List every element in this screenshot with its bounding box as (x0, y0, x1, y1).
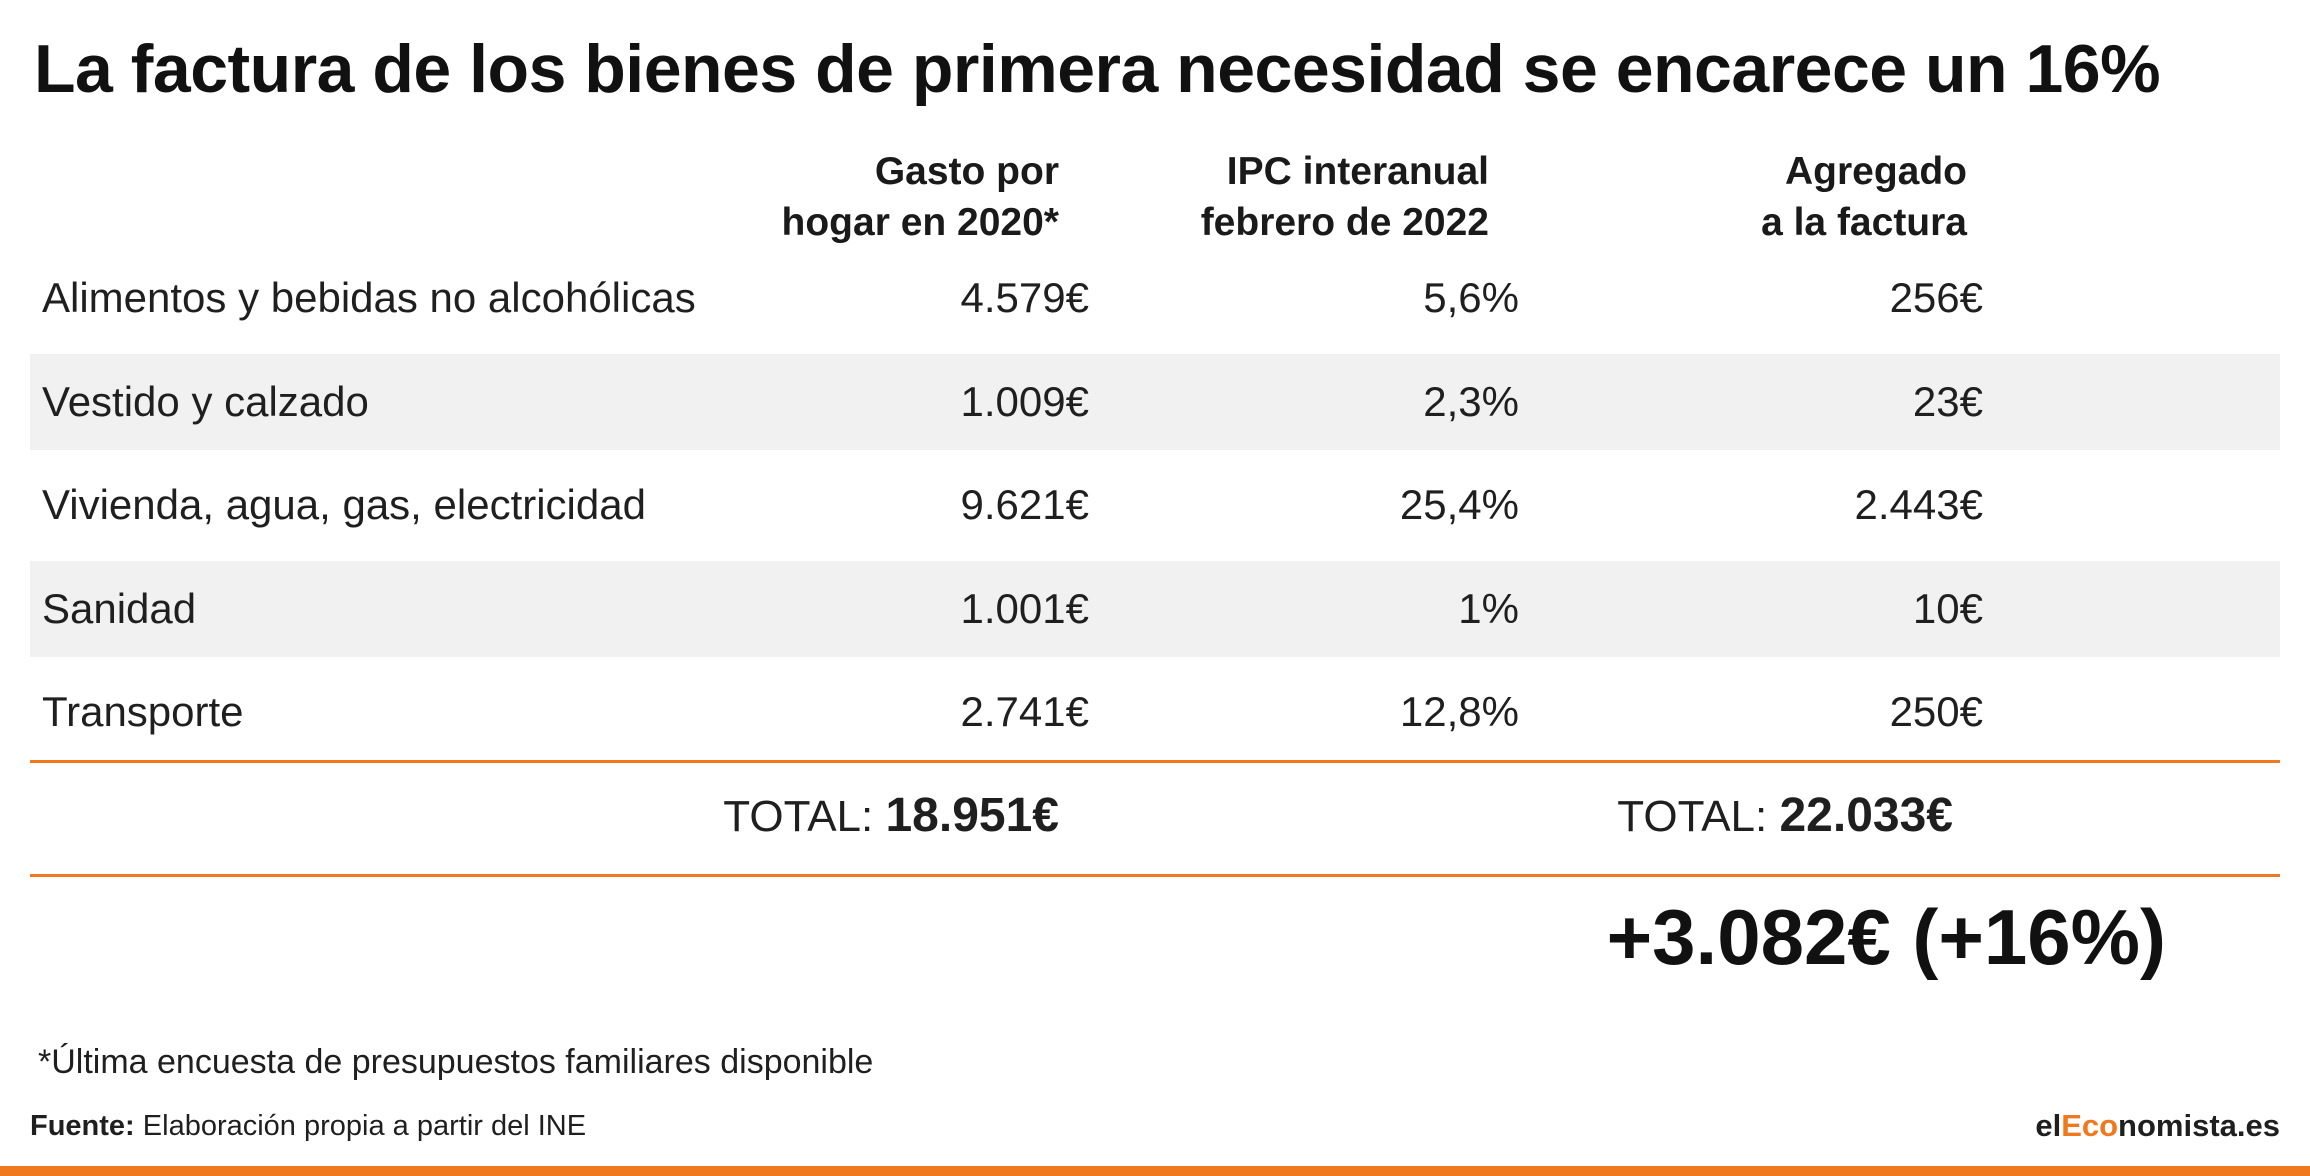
row-label: Transporte (42, 688, 244, 735)
table-row: Sanidad 1.001€ 1% 10€ (30, 561, 2280, 657)
row-agregado: 23€ (1912, 378, 1983, 425)
row-agregado: 10€ (1912, 585, 1983, 632)
chart-title: La factura de los bienes de primera nece… (34, 31, 2161, 107)
row-ipc: 25,4% (1399, 481, 1519, 528)
row-ipc: 12,8% (1399, 688, 1519, 735)
row-label: Alimentos y bebidas no alcohólicas (42, 274, 696, 321)
row-agregado: 250€ (1889, 688, 1983, 735)
total-difference: +3.082€ (+16%) (1606, 893, 2166, 981)
row-label: Vivienda, agua, gas, electricidad (42, 481, 646, 528)
table-row: Alimentos y bebidas no alcohólicas 4.579… (30, 250, 2280, 346)
column-header-gasto-line2: hogar en 2020* (781, 201, 1059, 244)
brand-part1: el (2035, 1108, 2062, 1143)
row-gasto: 1.001€ (960, 585, 1089, 632)
row-gasto: 1.009€ (960, 378, 1089, 425)
row-agregado: 2.443€ (1854, 481, 1983, 528)
column-header-ipc-line1: IPC interanual (1226, 150, 1489, 193)
column-header-ipc: IPC interanual febrero de 2022 (1201, 146, 1489, 248)
column-header-ipc-line2: febrero de 2022 (1200, 201, 1489, 244)
table-row: Vivienda, agua, gas, electricidad 9.621€… (30, 457, 2280, 553)
brand-part2: Eco (2061, 1108, 2119, 1143)
total-gasto-label: TOTAL: (723, 792, 874, 841)
row-gasto: 2.741€ (960, 688, 1089, 735)
total-agregado: TOTAL: 22.033€ (1617, 788, 1953, 843)
column-header-agregado-line1: Agregado (1784, 150, 1967, 193)
row-label: Vestido y calzado (42, 378, 369, 425)
column-header-agregado: Agregado a la factura (1761, 146, 1967, 248)
row-gasto: 4.579€ (960, 274, 1089, 321)
total-gasto: TOTAL: 18.951€ (723, 788, 1059, 843)
row-ipc: 5,6% (1423, 274, 1519, 321)
footnote: *Última encuesta de presupuestos familia… (38, 1043, 874, 1081)
brand-logo: elEconomista.es (2035, 1108, 2280, 1144)
row-ipc: 1% (1458, 585, 1519, 632)
column-header-agregado-line2: a la factura (1761, 201, 1967, 244)
divider-top (30, 760, 2280, 763)
row-label: Sanidad (42, 585, 197, 632)
column-header-gasto: Gasto por hogar en 2020* (782, 146, 1059, 248)
total-agregado-label: TOTAL: (1617, 792, 1768, 841)
total-gasto-value: 18.951€ (885, 789, 1059, 842)
table-row: Transporte 2.741€ 12,8% 250€ (30, 664, 2280, 760)
source-label: Fuente: (30, 1110, 135, 1142)
bottom-accent-bar (0, 1166, 2310, 1176)
column-header-gasto-line1: Gasto por (874, 150, 1059, 193)
brand-part3: nomista.es (2118, 1108, 2280, 1143)
row-agregado: 256€ (1889, 274, 1983, 321)
row-ipc: 2,3% (1423, 378, 1519, 425)
total-agregado-value: 22.033€ (1779, 789, 1953, 842)
row-gasto: 9.621€ (960, 481, 1089, 528)
source-text: Elaboración propia a partir del INE (142, 1110, 587, 1142)
divider-bottom (30, 874, 2280, 877)
source: Fuente: Elaboración propia a partir del … (30, 1110, 586, 1143)
table-row: Vestido y calzado 1.009€ 2,3% 23€ (30, 354, 2280, 450)
